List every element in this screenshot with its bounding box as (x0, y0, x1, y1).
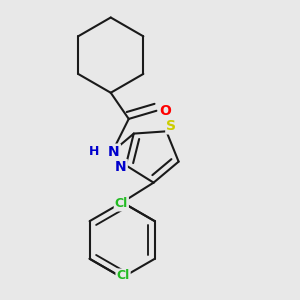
Text: N: N (115, 160, 127, 174)
Text: Cl: Cl (115, 197, 128, 211)
Text: N: N (108, 145, 120, 159)
Text: O: O (159, 104, 171, 118)
Text: H: H (89, 145, 100, 158)
Text: S: S (166, 119, 176, 134)
Text: Cl: Cl (116, 269, 130, 283)
